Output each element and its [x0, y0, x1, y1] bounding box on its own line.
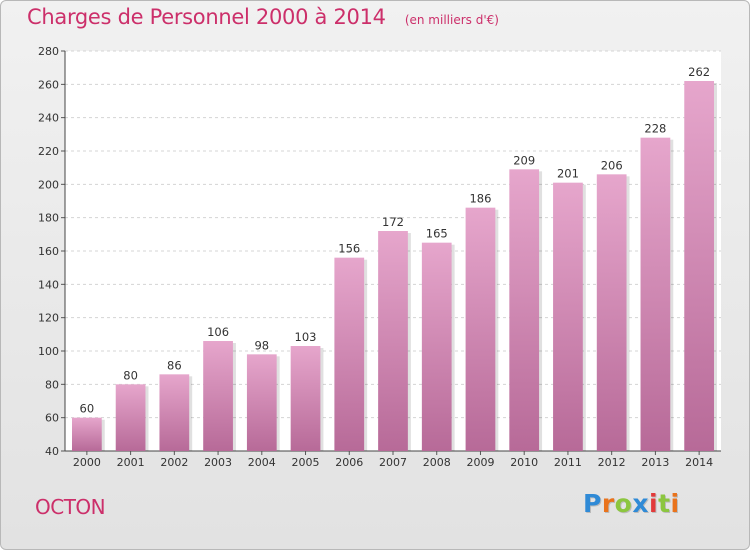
data-label: 172	[382, 215, 404, 229]
title-row: Charges de Personnel 2000 à 2014 (en mil…	[27, 5, 499, 29]
x-tick-label: 2004	[248, 456, 276, 469]
y-tick-label: 280	[38, 45, 59, 58]
bar	[421, 242, 452, 451]
bar	[159, 374, 190, 451]
x-tick-label: 2008	[423, 456, 451, 469]
data-label: 228	[644, 122, 666, 136]
bar	[115, 384, 146, 451]
data-label: 186	[469, 192, 491, 206]
bar	[203, 341, 233, 451]
data-label: 103	[295, 330, 317, 344]
data-label: 262	[688, 65, 710, 79]
logo-letter: t	[658, 489, 671, 518]
x-tick-label: 2012	[598, 456, 626, 469]
chart-subtitle: (en milliers d'€)	[404, 13, 499, 27]
x-tick-label: 2001	[117, 456, 145, 469]
chart-title: Charges de Personnel 2000 à 2014	[27, 5, 386, 29]
y-tick-label: 200	[38, 178, 59, 191]
x-tick-label: 2003	[204, 456, 232, 469]
bar	[553, 182, 583, 451]
bar	[71, 417, 102, 451]
y-tick-label: 240	[38, 112, 59, 125]
x-tick-label: 2011	[554, 456, 582, 469]
bar	[246, 354, 277, 451]
x-tick-label: 2013	[641, 456, 669, 469]
logo-letter: i	[649, 489, 659, 518]
data-label: 206	[601, 158, 623, 172]
bar	[509, 169, 540, 452]
y-tick-label: 160	[38, 245, 59, 258]
y-tick-label: 120	[38, 312, 59, 325]
data-label: 106	[207, 325, 229, 339]
x-tick-label: 2010	[510, 456, 538, 469]
logo-letter: r	[601, 489, 615, 518]
data-label: 209	[513, 153, 535, 167]
y-tick-label: 100	[38, 345, 59, 358]
y-tick-label: 40	[45, 445, 59, 458]
x-tick-label: 2006	[335, 456, 363, 469]
y-tick-label: 260	[38, 78, 59, 91]
data-label: 201	[557, 167, 579, 181]
y-tick-label: 60	[45, 412, 59, 425]
y-tick-label: 80	[45, 378, 59, 391]
bar	[465, 207, 496, 451]
data-label: 80	[123, 368, 138, 382]
x-tick-label: 2000	[73, 456, 101, 469]
bar	[290, 346, 321, 451]
data-label: 86	[167, 358, 182, 372]
logo-letter: i	[670, 489, 680, 518]
data-label: 60	[80, 402, 95, 416]
data-label: 98	[254, 338, 269, 352]
commune-name: OCTON	[35, 495, 106, 519]
x-tick-label: 2014	[685, 456, 713, 469]
x-tick-label: 2005	[292, 456, 320, 469]
logo-letter: o	[614, 489, 633, 518]
y-tick-label: 180	[38, 212, 59, 225]
x-tick-label: 2002	[160, 456, 188, 469]
bar	[684, 81, 715, 451]
y-tick-label: 220	[38, 145, 59, 158]
logo-letter: x	[632, 489, 649, 518]
bar	[596, 174, 627, 452]
bar	[378, 231, 408, 451]
data-label: 165	[426, 227, 448, 241]
data-label: 156	[338, 242, 360, 256]
x-tick-label: 2007	[379, 456, 407, 469]
y-tick-label: 140	[38, 278, 59, 291]
x-tick-label: 2009	[466, 456, 494, 469]
bar	[334, 257, 365, 451]
proxiti-logo: Proxiti	[583, 489, 680, 518]
logo-letter: P	[583, 489, 602, 518]
bar	[640, 137, 671, 451]
